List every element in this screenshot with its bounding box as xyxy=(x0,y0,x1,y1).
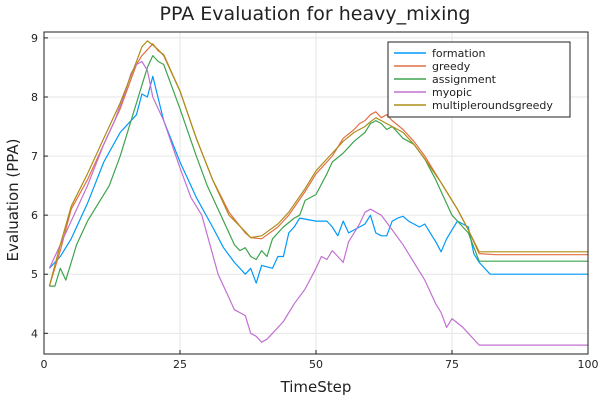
x-tick-label: 100 xyxy=(578,358,599,371)
x-tick-label: 50 xyxy=(309,358,323,371)
y-tick-label: 4 xyxy=(31,327,38,340)
y-tick-label: 5 xyxy=(31,268,38,281)
chart-title: PPA Evaluation for heavy_mixing xyxy=(160,3,471,25)
legend-entry: assignment xyxy=(432,73,497,86)
x-tick-label: 25 xyxy=(173,358,187,371)
y-axis-label: Evaluation (PPA) xyxy=(4,138,22,261)
x-tick-label: 0 xyxy=(41,358,48,371)
x-tick-label: 75 xyxy=(445,358,459,371)
y-tick-label: 7 xyxy=(31,150,38,163)
series-line-myopic xyxy=(48,60,588,346)
legend-entry: myopic xyxy=(432,86,472,99)
series-line-multipleroundsgreedy xyxy=(48,40,588,287)
series-line-formation xyxy=(48,75,588,284)
axis-ticks: 0 25 50 75 100 4 5 6 7 8 9 xyxy=(31,32,599,371)
series-lines xyxy=(48,40,588,346)
legend: formationgreedyassignmentmyopicmultipler… xyxy=(387,41,571,118)
y-tick-label: 9 xyxy=(31,32,38,45)
y-tick-label: 8 xyxy=(31,91,38,104)
x-axis-label: TimeStep xyxy=(280,378,352,396)
y-tick-label: 6 xyxy=(31,209,38,222)
legend-entry: multipleroundsgreedy xyxy=(432,99,553,112)
legend-entry: greedy xyxy=(432,60,471,73)
legend-entry: formation xyxy=(432,47,485,60)
series-line-assignment xyxy=(49,55,588,287)
